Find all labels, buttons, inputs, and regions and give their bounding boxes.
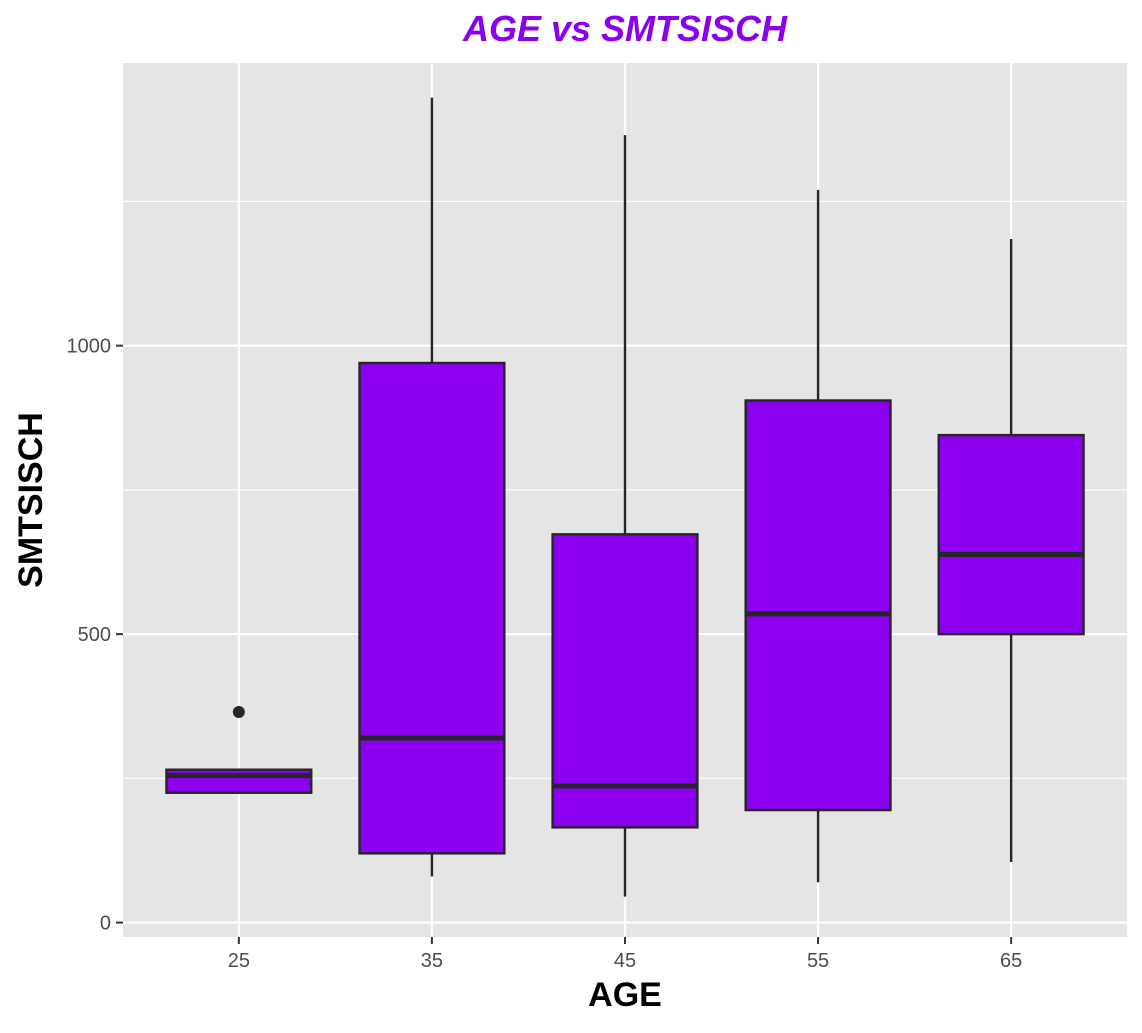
x-tick-label: 45 <box>614 950 636 972</box>
box-25 <box>165 706 313 794</box>
outlier-point <box>232 706 245 719</box>
chart-title: AGE vs SMTSISCH <box>462 8 788 49</box>
box-layer <box>165 97 1085 897</box>
x-tick-label: 25 <box>228 950 250 972</box>
box-35 <box>358 97 506 877</box>
box-body <box>744 399 892 812</box>
y-axis-title: SMTSISCH <box>12 412 50 588</box>
y-tick-label: 500 <box>78 624 111 646</box>
x-axis-title: AGE <box>588 976 662 1014</box>
box-body <box>937 433 1085 636</box>
x-tick-label: 65 <box>1000 950 1022 972</box>
box-body <box>358 361 506 855</box>
box-55 <box>744 189 892 883</box>
y-tick-label: 0 <box>100 913 111 935</box>
box-body <box>551 533 699 829</box>
box-65 <box>937 238 1085 863</box>
axes: 0 500 1000 25 35 45 55 65 <box>67 336 1023 972</box>
x-tick-label: 55 <box>807 950 829 972</box>
x-tick-label: 35 <box>421 950 443 972</box>
box-45 <box>551 135 699 897</box>
y-tick-label: 1000 <box>67 336 112 358</box>
